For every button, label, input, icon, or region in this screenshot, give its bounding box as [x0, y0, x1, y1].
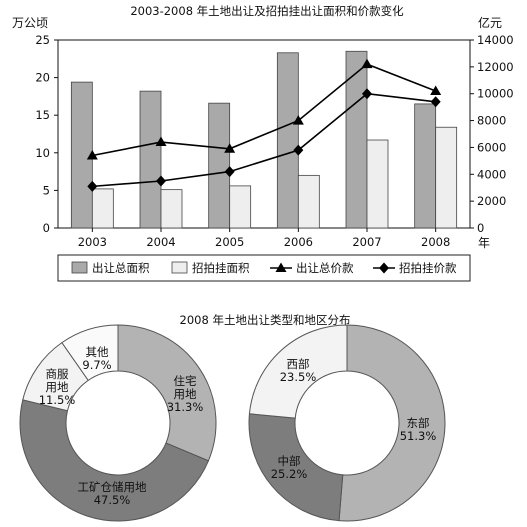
bar: [414, 103, 437, 229]
slice-label: 住宅: [174, 374, 197, 388]
legend-label: 出让总面积: [92, 261, 150, 275]
slice-label: 中部: [278, 454, 301, 468]
line-point: [430, 85, 442, 96]
slice-label: 31.3%: [167, 400, 204, 414]
right-tick-label: 14000: [477, 33, 514, 47]
line-point: [224, 166, 235, 178]
bar: [435, 126, 458, 229]
bottom-chart-title: 2008 年土地出让类型和地区分布: [180, 313, 351, 327]
left-tick-label: 5: [43, 183, 50, 197]
x-tick-label: 2005: [215, 235, 244, 249]
x-tick-label: 2004: [146, 235, 175, 249]
x-tick-label: 2008: [421, 235, 450, 249]
line-point: [155, 136, 167, 147]
right-tick-label: 12000: [477, 60, 514, 74]
bar: [160, 189, 183, 229]
bar: [139, 90, 162, 229]
left-tick-label: 0: [43, 221, 50, 235]
donut-slice: [19, 399, 210, 522]
line-point: [275, 262, 287, 272]
donut-slice: [117, 324, 217, 462]
slice-label: 11.5%: [39, 393, 76, 407]
line-point: [361, 58, 373, 69]
slice-label: 25.2%: [271, 467, 308, 481]
donut-slice: [61, 324, 119, 382]
x-tick-label: 2003: [78, 235, 107, 249]
line-point: [379, 262, 389, 274]
donut-slice: [248, 413, 344, 522]
bar: [91, 188, 114, 229]
chart-legend: 出让总面积 招拍挂面积 出让总价款 招拍挂价款: [57, 254, 471, 282]
line-point: [430, 96, 441, 108]
series-line: [92, 92, 436, 188]
right-tick-label: 4000: [477, 167, 506, 181]
slice-label: 东部: [407, 416, 430, 430]
slice-label: 工矿仓储用地: [78, 480, 147, 494]
slice-label: 51.3%: [400, 429, 437, 443]
slice-label: 商服: [46, 367, 69, 381]
x-tick-label: 2006: [284, 235, 313, 249]
line-point: [292, 115, 304, 125]
plot-frame: [57, 39, 471, 229]
line-point: [156, 175, 166, 187]
donut-slice: [248, 324, 348, 419]
line-point: [362, 88, 372, 100]
x-tick-label: 2007: [352, 235, 381, 249]
line-point: [293, 144, 304, 156]
bar: [276, 52, 299, 229]
left-tick-label: 10: [35, 146, 50, 160]
legend-label: 招拍挂面积: [192, 261, 250, 275]
combo-bar-line-chart: 0 5 10 15 20 25 0 2000 4000 6000 8000 10000 12000 140…: [35, 33, 513, 249]
slice-label: 用地: [174, 387, 197, 401]
slice-label: 用地: [46, 380, 69, 394]
line-point: [86, 149, 98, 160]
slice-label: 23.5%: [280, 370, 317, 384]
right-tick-label: 6000: [477, 140, 506, 154]
top-chart-title: 2003-2008 年土地出让及招拍挂出让面积和价款变化: [130, 4, 404, 18]
left-tick-label: 15: [35, 108, 50, 122]
right-tick-label: 0: [477, 221, 484, 235]
slice-label: 其他: [86, 345, 109, 359]
bar: [229, 185, 252, 229]
legend-label: 出让总价款: [296, 261, 354, 275]
legend-swatch: [71, 261, 88, 274]
right-tick-label: 8000: [477, 114, 506, 128]
right-tick-label: 10000: [477, 87, 514, 101]
bar: [297, 174, 320, 229]
left-axis-unit: 万公顷: [12, 16, 48, 30]
series-line: [92, 63, 436, 157]
legend-swatch: [171, 261, 188, 274]
slice-label: 47.5%: [94, 493, 131, 507]
slice-label: 9.7%: [82, 358, 111, 372]
line-point: [224, 143, 236, 153]
bar: [366, 139, 389, 229]
line-point: [87, 180, 98, 192]
bar: [208, 102, 231, 229]
legend-frame: [57, 254, 471, 282]
year-suffix: 年: [478, 236, 490, 250]
bar: [70, 81, 93, 229]
right-axis-unit: 亿元: [478, 15, 502, 30]
left-tick-label: 25: [35, 33, 50, 47]
legend-label: 招拍挂价款: [399, 261, 457, 275]
donut-slice: [338, 324, 446, 522]
slice-label: 西部: [287, 357, 310, 371]
right-tick-label: 2000: [477, 194, 506, 208]
left-tick-label: 20: [35, 71, 50, 85]
bar: [345, 50, 368, 229]
